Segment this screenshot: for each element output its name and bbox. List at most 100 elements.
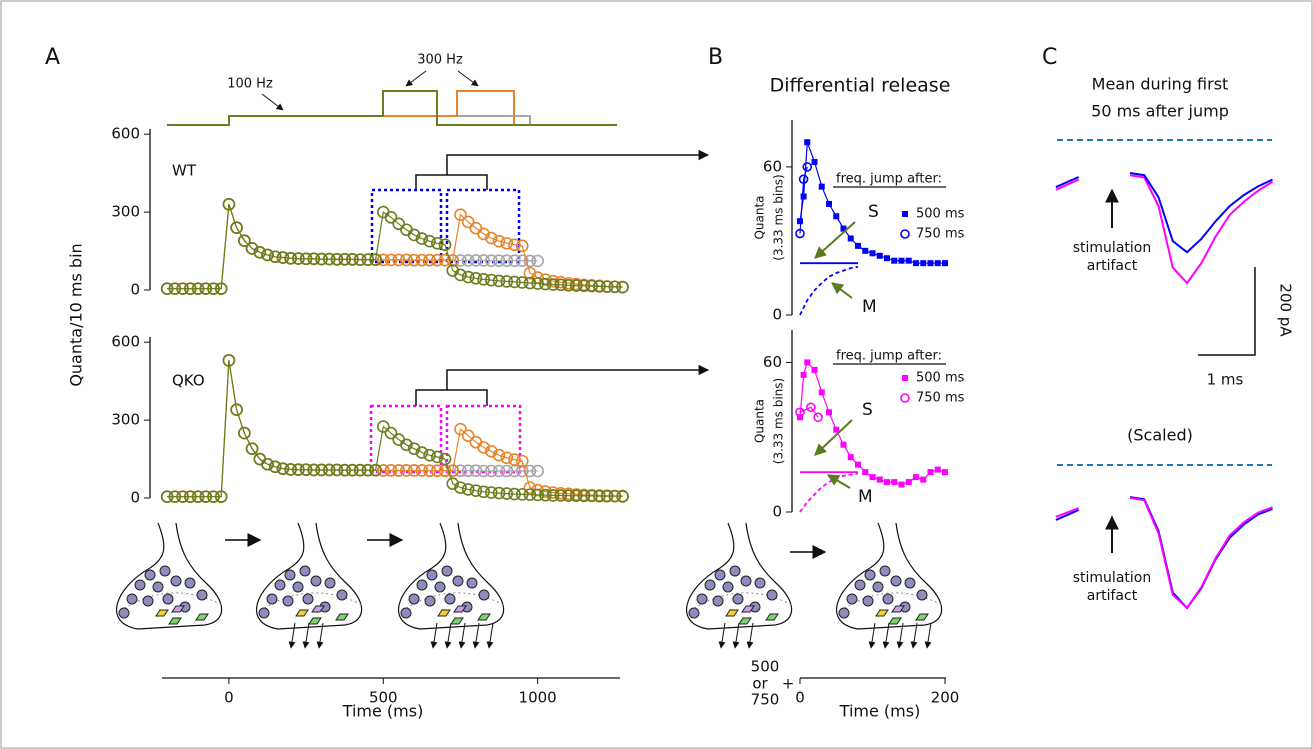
marker — [804, 359, 811, 366]
x-tick-label: 200 — [931, 689, 960, 707]
vesicle — [444, 593, 456, 605]
marker — [569, 279, 583, 292]
marker — [454, 268, 467, 282]
release-arrow — [732, 622, 740, 649]
synapse-outline — [836, 522, 943, 630]
x-tick-label: 0 — [224, 689, 234, 707]
marker — [500, 464, 514, 478]
marker — [261, 248, 274, 262]
marker — [862, 247, 869, 254]
stimulus-trace — [383, 90, 515, 125]
marker — [913, 260, 919, 267]
vesicle — [712, 595, 724, 607]
marker — [176, 490, 189, 504]
stimulus-trace — [437, 115, 531, 125]
vesicle — [729, 565, 741, 577]
bracket — [415, 389, 488, 406]
vesicle — [134, 579, 146, 591]
marker — [392, 253, 406, 267]
y-tick-label: 600 — [111, 333, 140, 351]
marker — [616, 490, 629, 503]
marker — [230, 221, 243, 234]
marker — [539, 277, 552, 291]
marker — [500, 275, 514, 288]
marker — [261, 457, 274, 471]
release-site — [725, 609, 739, 617]
vesicle — [400, 607, 412, 619]
vesicle — [872, 581, 884, 593]
marker — [608, 489, 622, 503]
legend-label: 500 ms — [916, 371, 965, 386]
marker — [884, 479, 890, 486]
marker — [891, 479, 898, 486]
y-tick-label: 0 — [130, 489, 140, 507]
release-site — [477, 613, 491, 621]
vesicle — [302, 593, 314, 605]
marker — [798, 174, 809, 185]
x-axis-label: Time (ms) — [839, 702, 921, 721]
marker — [477, 227, 490, 241]
marker — [322, 252, 336, 266]
marker — [454, 254, 467, 267]
marker — [869, 474, 876, 481]
marker — [400, 253, 413, 267]
marker — [554, 278, 568, 292]
marker — [840, 225, 847, 232]
marker — [804, 139, 811, 146]
marker — [407, 442, 421, 455]
marker — [477, 464, 490, 478]
synapse-outline — [116, 522, 223, 630]
marker — [400, 438, 413, 452]
annotation: artifact — [1087, 258, 1138, 274]
marker — [431, 253, 444, 267]
release-arrow — [444, 622, 452, 649]
membrane — [119, 592, 223, 612]
x-axis-label: Time (ms) — [342, 702, 424, 721]
label-arrow — [826, 474, 851, 489]
label-arrow — [814, 221, 856, 259]
series-line — [799, 141, 945, 264]
release-arrow — [746, 622, 754, 649]
y-tick-label: 300 — [111, 203, 140, 221]
marker — [214, 282, 228, 296]
marker — [855, 461, 861, 468]
marker — [423, 253, 436, 267]
marker — [913, 474, 919, 481]
release-site — [295, 609, 309, 617]
marker — [492, 448, 506, 462]
marker — [238, 426, 251, 440]
release-arrow — [316, 622, 324, 649]
vesicle — [426, 569, 438, 581]
vesicle — [854, 579, 866, 591]
release-site — [437, 609, 451, 617]
vesicle — [696, 593, 708, 605]
marker — [585, 279, 598, 293]
marker — [508, 453, 521, 466]
vesicle — [846, 593, 858, 605]
trace — [1055, 174, 1274, 285]
x-tick-label: 0 — [795, 689, 805, 707]
model-line — [799, 472, 859, 513]
marker — [292, 252, 305, 265]
highlight-box — [445, 188, 521, 264]
marker — [795, 228, 805, 239]
marker — [593, 280, 606, 293]
vesicle — [688, 607, 700, 619]
marker — [500, 451, 514, 465]
marker — [616, 280, 629, 294]
vesicle — [882, 593, 894, 605]
marker — [230, 403, 243, 417]
panel-label: C — [1042, 45, 1057, 70]
marker — [855, 242, 861, 249]
marker — [531, 254, 544, 268]
legend-title: freq. jump after: — [836, 172, 942, 187]
marker — [392, 464, 406, 477]
marker — [454, 208, 467, 221]
marker — [384, 210, 398, 224]
release-arrow — [924, 622, 932, 649]
marker — [795, 407, 805, 418]
highlight-box — [445, 404, 522, 474]
marker — [469, 484, 483, 498]
series-label: M — [862, 297, 877, 317]
